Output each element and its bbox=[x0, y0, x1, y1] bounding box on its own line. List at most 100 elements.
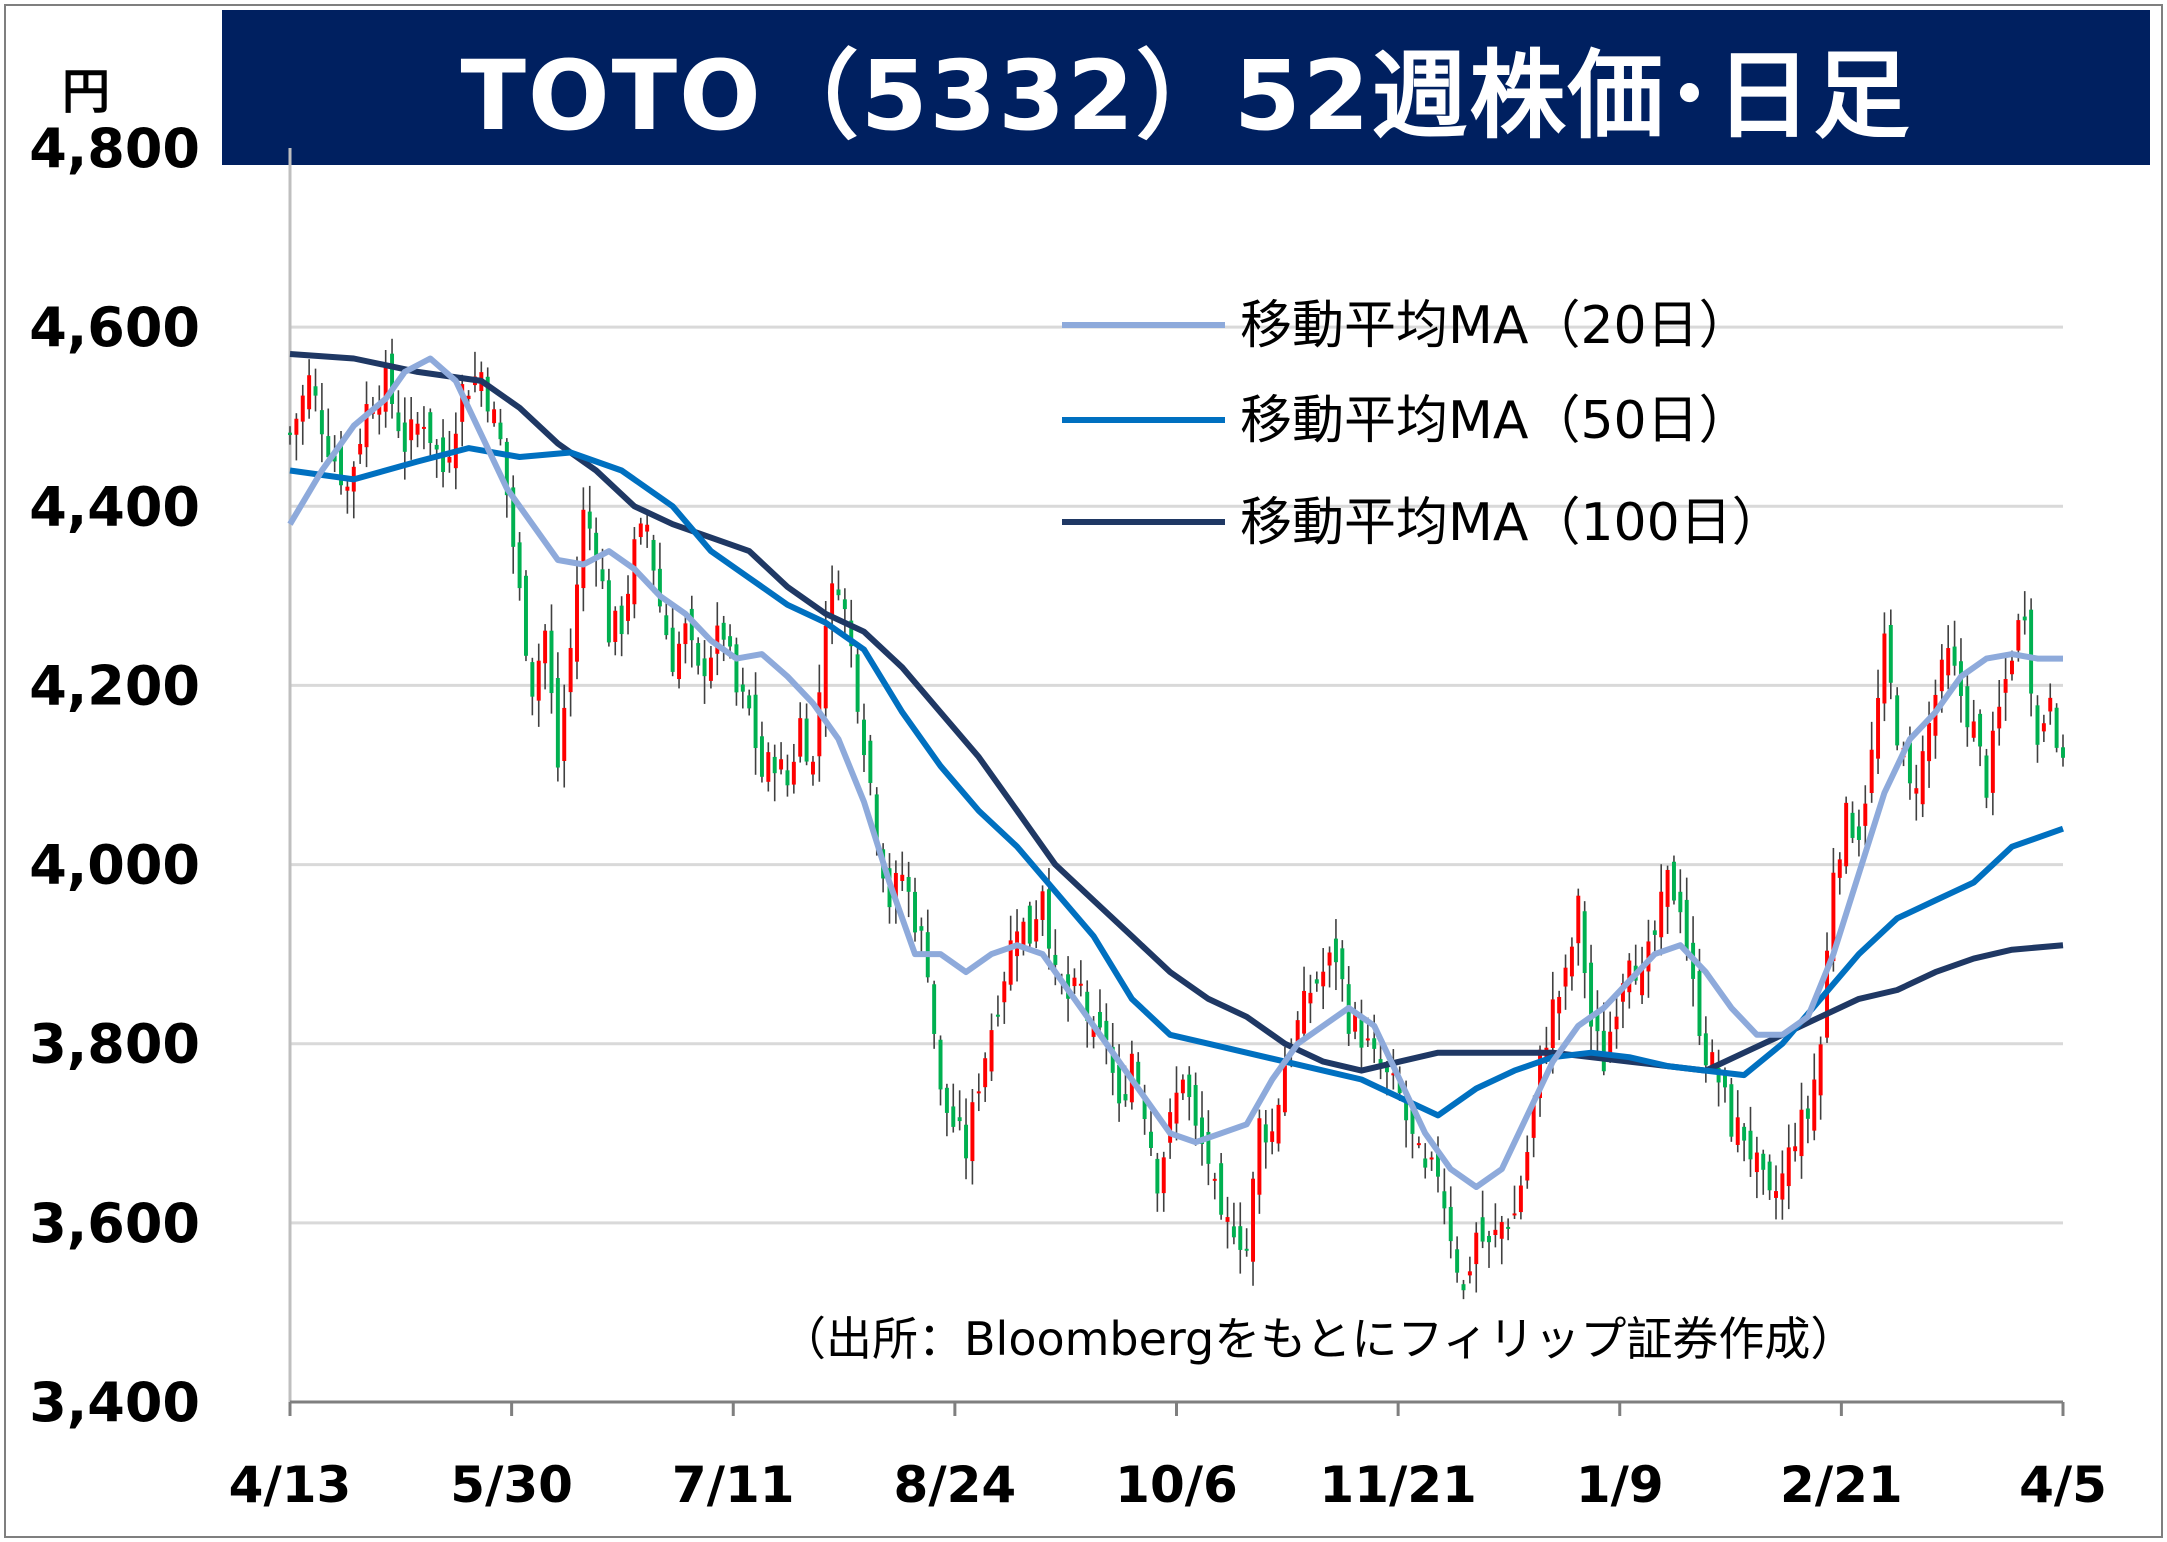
candle-down bbox=[1595, 1014, 1600, 1032]
candle-down bbox=[390, 353, 395, 404]
candle-down bbox=[2029, 609, 2034, 694]
candle-up bbox=[1869, 749, 1874, 794]
candle-up bbox=[1710, 1052, 1715, 1067]
candle-down bbox=[1314, 979, 1319, 984]
candle-up bbox=[447, 457, 452, 463]
candle-down bbox=[1263, 1124, 1268, 1143]
source-note: （出所：Bloombergをもとにフィリップ証券作成） bbox=[780, 1312, 1856, 1366]
candle-up bbox=[1467, 1271, 1472, 1276]
candle-down bbox=[523, 575, 528, 656]
candle-up bbox=[989, 1030, 994, 1072]
candle-up bbox=[1321, 971, 1326, 987]
candle-down bbox=[1506, 1226, 1511, 1229]
candle-down bbox=[511, 487, 516, 547]
candle-down bbox=[964, 1124, 969, 1159]
x-tick-label: 11/21 bbox=[1319, 1456, 1476, 1514]
y-tick-label: 4,000 bbox=[29, 834, 200, 897]
candle-down bbox=[657, 568, 662, 607]
candle-up bbox=[2003, 679, 2008, 693]
candle-down bbox=[836, 589, 841, 596]
candle-up bbox=[1754, 1152, 1759, 1173]
candle-up bbox=[1627, 960, 1632, 993]
candle-down bbox=[1333, 938, 1338, 963]
candle-down bbox=[1104, 1020, 1109, 1041]
candle-down bbox=[1206, 1131, 1211, 1164]
candle-up bbox=[1774, 1191, 1778, 1198]
candle-down bbox=[1053, 954, 1058, 965]
candle-up bbox=[1780, 1173, 1785, 1200]
y-tick-label: 4,800 bbox=[29, 117, 200, 180]
candle-up bbox=[1327, 952, 1332, 966]
candle-down bbox=[753, 694, 758, 749]
candle-up bbox=[823, 625, 828, 709]
candle-up bbox=[1493, 1229, 1498, 1236]
candle-down bbox=[498, 422, 503, 440]
candle-up bbox=[1270, 1131, 1275, 1142]
candle-down bbox=[1397, 1081, 1402, 1094]
candle-up bbox=[492, 409, 497, 424]
candle-up bbox=[1876, 697, 1881, 759]
candle-down bbox=[702, 658, 707, 677]
candle-up bbox=[581, 509, 586, 589]
candle-down bbox=[1652, 930, 1657, 935]
candle-down bbox=[696, 643, 701, 666]
candle-down bbox=[1684, 899, 1689, 951]
candle-up bbox=[1538, 1049, 1543, 1099]
candle-up bbox=[1569, 946, 1574, 977]
candle-down bbox=[1244, 1248, 1249, 1251]
candle-up bbox=[791, 761, 796, 785]
candle-up bbox=[1640, 967, 1645, 996]
candle-up bbox=[1920, 751, 1925, 805]
candle-down bbox=[1442, 1191, 1447, 1209]
candle-down bbox=[313, 386, 318, 396]
chart-title: TOTO（5332）52週株価･日足 bbox=[460, 40, 1912, 152]
candle-down bbox=[932, 984, 937, 1034]
candle-down bbox=[1805, 1108, 1810, 1119]
candle-up bbox=[1550, 999, 1555, 1049]
candle-down bbox=[740, 684, 745, 692]
candle-down bbox=[1697, 971, 1702, 1036]
candle-down bbox=[517, 542, 522, 589]
candle-down bbox=[1384, 1067, 1389, 1073]
ma50-line bbox=[289, 445, 2064, 1119]
candle-up bbox=[1429, 1157, 1434, 1160]
candle-up bbox=[708, 657, 713, 681]
candle-up bbox=[300, 395, 305, 422]
candle-up bbox=[1168, 1112, 1173, 1143]
candle-down bbox=[1767, 1161, 1772, 1191]
candle-down bbox=[1123, 1094, 1128, 1101]
candle-up bbox=[1818, 1044, 1823, 1096]
candle-down bbox=[1136, 1061, 1141, 1085]
candle-up bbox=[817, 692, 822, 757]
candle-down bbox=[1487, 1235, 1491, 1243]
candle-down bbox=[804, 718, 809, 762]
candle-up bbox=[779, 759, 784, 770]
candle-down bbox=[855, 654, 860, 712]
candle-down bbox=[1723, 1072, 1727, 1088]
gridlines bbox=[290, 325, 2063, 1225]
candle-down bbox=[1149, 1131, 1153, 1148]
candle-down bbox=[549, 630, 554, 694]
candle-up bbox=[1786, 1147, 1791, 1187]
candle-down bbox=[1404, 1095, 1409, 1121]
candle-up bbox=[1174, 1092, 1179, 1124]
candle-up bbox=[409, 419, 414, 441]
candle-up bbox=[543, 630, 548, 664]
x-tick-label: 5/30 bbox=[450, 1456, 573, 1514]
candle-down bbox=[587, 511, 592, 529]
candle-up bbox=[626, 593, 630, 621]
candle-up bbox=[1161, 1157, 1166, 1194]
x-tick-label: 1/9 bbox=[1576, 1456, 1664, 1514]
candle-down bbox=[785, 770, 790, 786]
x-tick-label: 4/13 bbox=[229, 1456, 352, 1514]
candle-up bbox=[415, 423, 420, 435]
candle-up bbox=[1939, 659, 1944, 692]
candle-down bbox=[995, 1014, 1000, 1017]
candle-up bbox=[613, 610, 618, 642]
candle-up bbox=[1882, 633, 1887, 704]
candle-down bbox=[1155, 1158, 1160, 1194]
candle-down bbox=[485, 376, 490, 412]
candle-up bbox=[345, 486, 350, 491]
candle-down bbox=[434, 444, 439, 450]
